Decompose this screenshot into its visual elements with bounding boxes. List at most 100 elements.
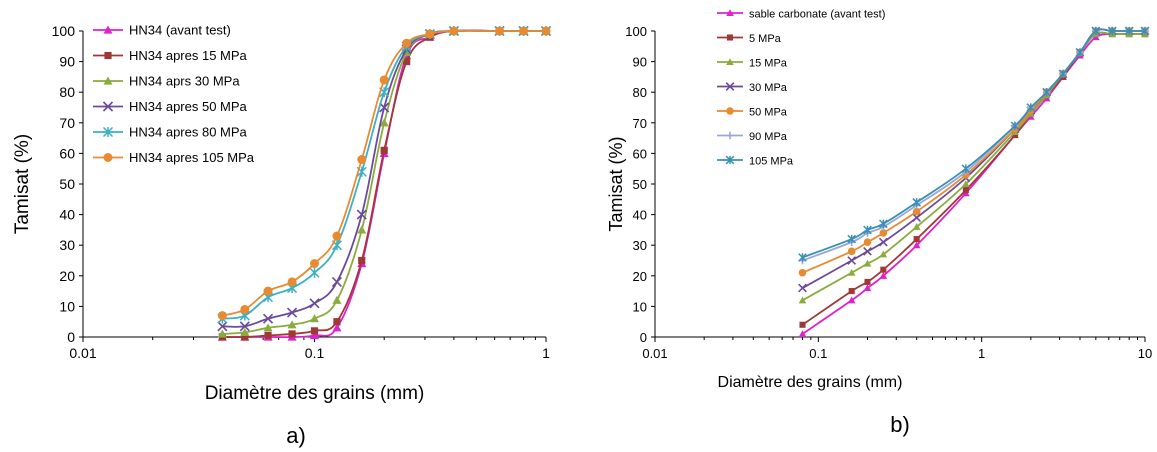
data-point	[961, 164, 971, 174]
legend-swatch-marker	[725, 82, 735, 91]
data-point	[357, 225, 367, 234]
chart-panel-b: 0 10 20 30 40 50 60 70 80 90 100 0.01 0.1 1 10 Tamisat …	[606, 9, 1152, 438]
data-point	[217, 311, 227, 321]
data-point	[240, 304, 250, 314]
y-tick-label: 20	[633, 269, 647, 284]
data-point	[799, 321, 806, 328]
legend-label: 105 MPa	[749, 156, 794, 168]
data-point	[379, 75, 389, 85]
data-point	[1075, 48, 1085, 57]
x-axis-label: Diamètre des grains (mm)	[205, 383, 425, 404]
data-point	[287, 277, 297, 287]
series-line	[802, 28, 1145, 262]
legend-label: sable carbonate (avant test)	[749, 9, 885, 21]
data-point	[1140, 26, 1150, 36]
data-point	[1124, 26, 1134, 36]
series-line	[802, 28, 1145, 259]
data-point	[1042, 87, 1051, 97]
data-point	[847, 247, 856, 256]
y-tick-label: 80	[633, 85, 647, 100]
data-point	[1026, 103, 1036, 112]
y-tick-label: 30	[633, 238, 647, 253]
data-point	[847, 268, 856, 276]
legend-swatch-marker	[102, 126, 114, 138]
legend-swatch-marker	[725, 155, 735, 165]
data-point	[879, 250, 888, 258]
data-point	[798, 296, 807, 304]
y-tick-label: 10	[633, 299, 647, 314]
x-tick-label: 1	[542, 345, 550, 361]
data-point	[331, 276, 343, 287]
y-tick-label: 0	[67, 329, 75, 345]
data-point	[912, 213, 922, 223]
y-tick-label: 40	[59, 207, 75, 223]
data-point	[288, 330, 296, 338]
data-point	[217, 321, 228, 332]
legend-label: 90 MPa	[749, 131, 788, 143]
data-point	[541, 26, 551, 36]
data-point	[357, 155, 367, 165]
legend-label: HN34 apres 80 MPa	[129, 125, 248, 140]
data-point	[798, 330, 807, 337]
data-point	[798, 253, 807, 262]
legend-swatch-marker	[104, 51, 112, 60]
data-point	[912, 241, 921, 249]
data-point	[403, 58, 411, 66]
data-point	[358, 256, 366, 265]
data-point	[878, 237, 888, 247]
data-point	[309, 298, 320, 309]
x-tick-label: 0.01	[69, 345, 96, 361]
data-point	[847, 256, 857, 265]
data-point	[912, 198, 922, 207]
x-tick-label: 0.1	[305, 345, 325, 361]
legend-label: 5 MPa	[749, 33, 782, 45]
legend-label: 30 MPa	[749, 82, 788, 94]
legend-swatch-marker	[726, 131, 734, 140]
y-tick-label: 70	[633, 116, 647, 131]
data-point	[863, 246, 872, 256]
data-point	[449, 26, 459, 36]
legend-label: 15 MPa	[749, 58, 788, 70]
y-tick-label: 30	[59, 237, 75, 253]
data-point	[379, 118, 389, 127]
data-point	[240, 327, 250, 337]
legend-swatch-marker	[726, 9, 734, 17]
legend-swatch-marker	[103, 76, 113, 85]
data-point	[847, 296, 856, 304]
legend-swatch-marker	[726, 58, 734, 66]
series-line	[222, 29, 546, 317]
x-tick-label: 0.01	[642, 346, 667, 361]
x-axis-label: Diamètre des grains (mm)	[718, 374, 903, 391]
data-point	[1011, 132, 1019, 139]
legend-swatch-marker	[103, 153, 113, 162]
data-point	[1010, 121, 1020, 131]
y-tick-label: 100	[625, 24, 647, 39]
data-point	[379, 102, 390, 113]
y-tick-label: 70	[59, 115, 75, 131]
data-point	[309, 267, 320, 278]
data-point	[879, 229, 888, 237]
panel-caption: b)	[890, 412, 910, 437]
x-tick-label: 1	[978, 346, 985, 361]
legend-label: 50 MPa	[749, 107, 788, 119]
data-point	[1107, 26, 1117, 36]
data-point	[380, 146, 388, 154]
data-point	[847, 234, 857, 244]
data-point	[264, 331, 272, 340]
data-point	[1091, 26, 1101, 36]
data-point	[310, 259, 319, 269]
y-axis-label: Tamisat (%)	[606, 136, 626, 231]
data-point	[262, 313, 274, 324]
y-tick-label: 50	[59, 176, 75, 192]
data-point	[332, 295, 342, 304]
y-tick-label: 100	[52, 23, 76, 39]
data-point	[263, 323, 273, 332]
data-point	[798, 268, 807, 277]
data-point	[332, 323, 342, 332]
data-point	[913, 236, 920, 243]
y-tick-label: 60	[633, 146, 647, 161]
y-tick-label: 40	[633, 208, 647, 223]
x-tick-label: 10	[1138, 346, 1152, 361]
data-point	[962, 187, 969, 194]
data-point	[333, 318, 341, 326]
